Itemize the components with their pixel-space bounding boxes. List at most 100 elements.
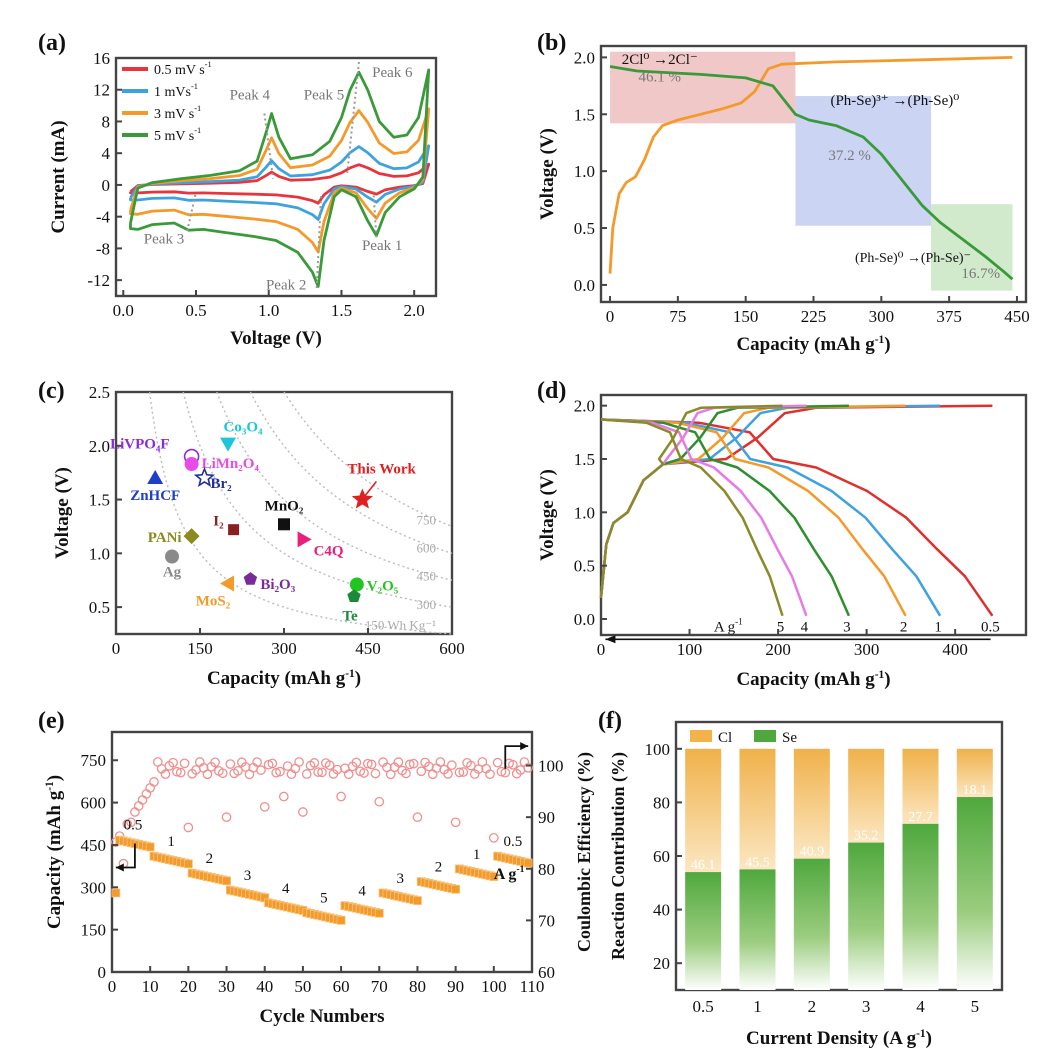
panel-e-rate-label: 2 (435, 860, 443, 876)
panel-c-point (147, 470, 164, 485)
panel-d-ytick-label: 2.0 (574, 397, 595, 416)
panel-e-capacity-point (523, 858, 533, 868)
panel-f-ytick-label: 20 (653, 954, 670, 973)
panel-e-rate-label: 0.5 (124, 817, 143, 833)
panel-e-ce-point (202, 769, 213, 780)
panel-b-region-1 (795, 96, 932, 226)
panel-e-rate-label: 4 (358, 884, 366, 900)
panel-f-bar-se (848, 842, 885, 990)
panel-e-capacity-point (183, 859, 193, 869)
panel-c-point-label: Ag (163, 565, 182, 581)
panel-e: 0.5 1 2 3 4 5 4 3 2 1 0.5 A g-1 0 10 20 30 40 50 60 70 80 90 1… (44, 730, 595, 1027)
panel-e-ce-point (126, 817, 136, 828)
panel-e-y2-ytick-label: 70 (538, 911, 555, 930)
panel-e-ce-point (370, 768, 381, 779)
panel-a-guide (186, 191, 197, 232)
panel-e-ce-point (416, 766, 427, 777)
panel-e-ytick-label: 600 (81, 794, 107, 813)
panel-e-capacity-point (451, 884, 461, 894)
panel-d-discharge-0 (600, 418, 994, 617)
panel-b-xtick-label: 75 (669, 307, 686, 326)
panel-d-ytick-label: 0.0 (574, 610, 595, 629)
panel-e-rate-label: 1 (473, 847, 481, 863)
panel-b-discharge-curve (609, 65, 1014, 281)
panel-f-ytick-label: 60 (653, 847, 670, 866)
panel-d-ytick-label: 1.5 (574, 450, 595, 469)
panel-a-legend-label: 5 mV s-1 (154, 126, 201, 144)
panel-d-rate-label: 4 (801, 620, 809, 636)
panel-a: 0.0 0.5 1.0 1.5 2.0 -12 -8 -4 0 4 8 12 16 Voltage (V)… (48, 49, 438, 349)
panel-f-bar-label: 18.1 (963, 783, 988, 798)
panel-c-point (183, 528, 200, 545)
panel-a-legend-label: 3 mV s-1 (154, 104, 201, 122)
panel-e-ce-point (130, 807, 140, 817)
panel-c-point-label: LiMn₂O₄ (202, 456, 260, 472)
panel-e-capacity-point (111, 888, 121, 898)
panel-c-point (220, 437, 236, 452)
panel-f-xtick-label: 0.5 (693, 997, 714, 1016)
panel-e-ce-point (301, 769, 312, 779)
panel-e-ce-point (168, 757, 178, 768)
panel-c-energy-label: 750 (417, 513, 437, 528)
panel-f-bar-cl (956, 748, 993, 798)
panel-f-xlabel: Current Density (A g-1) (746, 1028, 932, 1049)
panel-b-region-0 (610, 51, 796, 124)
panel-b-reaction-label: (Ph-Se)⁰ →(Ph-Se)⁻ (855, 251, 971, 266)
panel-e-capacity-point (489, 872, 499, 881)
panel-c-point-label: Bi₂O₃ (260, 577, 295, 593)
panel-f-legend-swatch (754, 730, 776, 742)
panel-c: 150 Wh Kg⁻¹ 300 450 600 750 0 150 300 450 600 0.5 1… (52, 383, 465, 689)
panel-d-rate-label: 0.5 (981, 620, 1000, 636)
panel-f-bar-cl (739, 748, 776, 870)
panel-e-ce-point (275, 766, 285, 777)
panel-f-bar-se (956, 797, 993, 990)
panel-e-ce-point (458, 767, 469, 777)
panel-b-ylabel: Voltage (V) (537, 128, 558, 220)
panel-a-legend-label: 0.5 mV s-1 (154, 60, 212, 78)
panel-a-label: (a) (38, 30, 66, 56)
panel-e-ce-point (466, 760, 476, 771)
panel-c-point-label: PANi (148, 530, 182, 546)
panel-c-point-label: I₂ (213, 514, 224, 530)
panel-e-ce-point (431, 763, 442, 774)
panel-e-ce-point (313, 767, 324, 777)
panel-c-xtick-label: 0 (112, 639, 121, 658)
panel-e-right-arrow-head (520, 742, 529, 751)
panel-d-xlabel: Capacity (mAh g-1) (736, 669, 890, 690)
panel-a-peak-label: Peak 6 (372, 65, 413, 81)
panel-e-xtick-label: 70 (371, 977, 388, 996)
panel-f: 46.1 0.5 45.5 1 40.9 2 35.2 3 27.7 4 18.1 5 20 40 60 80… (608, 720, 1004, 1049)
panel-d-frame (599, 393, 1028, 637)
panel-e-ce-point (271, 767, 282, 778)
panel-f-bar-cl (848, 748, 885, 843)
panel-c-point-label: MoS₂ (196, 593, 231, 609)
panel-e-ce-point (374, 796, 385, 807)
panel-e-xtick-label: 40 (256, 977, 273, 996)
panel-e-ce-point (298, 807, 308, 817)
panel-e-ce-point (366, 759, 377, 770)
panel-e-ce-point (294, 757, 304, 767)
panel-c-point (165, 549, 179, 564)
panel-a-legend-label: 1 mVs-1 (154, 82, 198, 100)
panel-f-ytick-label: 40 (653, 901, 670, 920)
panel-d-charge-5 (599, 404, 783, 598)
panel-a-peak-label: Peak 2 (266, 278, 306, 294)
panel-f-ylabel: Reaction Contribution (%) (608, 752, 629, 960)
panel-b-percent-label: 37.2 % (828, 148, 871, 164)
panel-e-ce-point (278, 791, 289, 802)
panel-f-bar-se (902, 823, 939, 990)
panel-e-ce-point (443, 769, 453, 779)
panel-c-energy-line (148, 391, 453, 635)
panel-a-ytick-label: 0 (102, 176, 111, 195)
panel-e-xtick-label: 0 (108, 977, 117, 996)
panel-f-bar-label: 45.5 (745, 855, 770, 870)
panel-e-ce-point (404, 759, 415, 770)
panel-e-ce-point (252, 757, 262, 767)
panel-c-point (349, 577, 364, 592)
panel-d-rate-label: 5 (777, 620, 785, 636)
panel-d-charge-0 (599, 404, 993, 598)
panel-e-ytick-label: 150 (81, 921, 107, 940)
panel-e-left-arrow-head (115, 863, 124, 872)
panel-c-point-label: ZnHCF (130, 488, 180, 504)
panel-f-frame (674, 720, 1004, 992)
